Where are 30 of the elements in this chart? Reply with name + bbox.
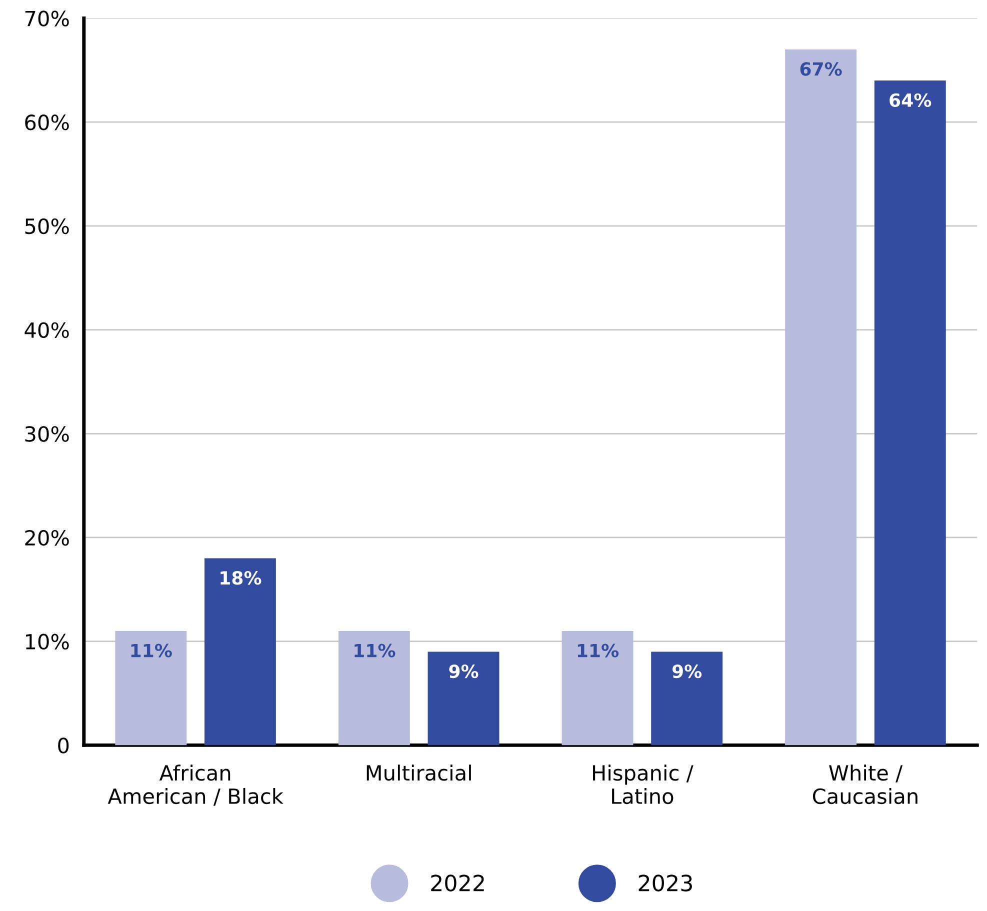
data-label: 11%	[131, 644, 172, 658]
x-tick-label: African American / Black	[108, 764, 284, 806]
bar	[115, 630, 187, 746]
y-tick-label: 70%	[25, 10, 69, 26]
y-tick-label: 60%	[25, 114, 69, 130]
bar	[651, 652, 723, 746]
y-tick-label: 10%	[26, 634, 69, 650]
data-label: 64%	[890, 93, 932, 107]
y-tick-label: 30%	[25, 426, 69, 442]
bar	[428, 652, 500, 746]
bar	[204, 558, 276, 746]
y-tick-label: 40%	[24, 322, 69, 338]
bar	[874, 80, 946, 746]
data-label: 9%	[672, 664, 702, 678]
bar	[785, 49, 857, 746]
x-tick-label: Hispanic / Latino	[593, 764, 694, 804]
legend-label: 2023	[638, 874, 692, 892]
data-label: 11%	[354, 644, 396, 658]
bar	[338, 630, 410, 746]
data-label: 67%	[800, 62, 842, 76]
data-label: 9%	[449, 664, 478, 678]
legend-label: 2022	[431, 874, 484, 892]
x-tick-label: White / Caucasian	[812, 764, 918, 804]
y-tick-label: 0	[58, 738, 69, 754]
bar	[562, 630, 634, 746]
y-tick-label: 50%	[25, 218, 69, 234]
data-label: 11%	[578, 644, 619, 658]
y-tick-label: 20%	[25, 530, 69, 546]
data-label: 18%	[220, 571, 262, 585]
x-tick-label: Multiracial	[366, 764, 471, 781]
